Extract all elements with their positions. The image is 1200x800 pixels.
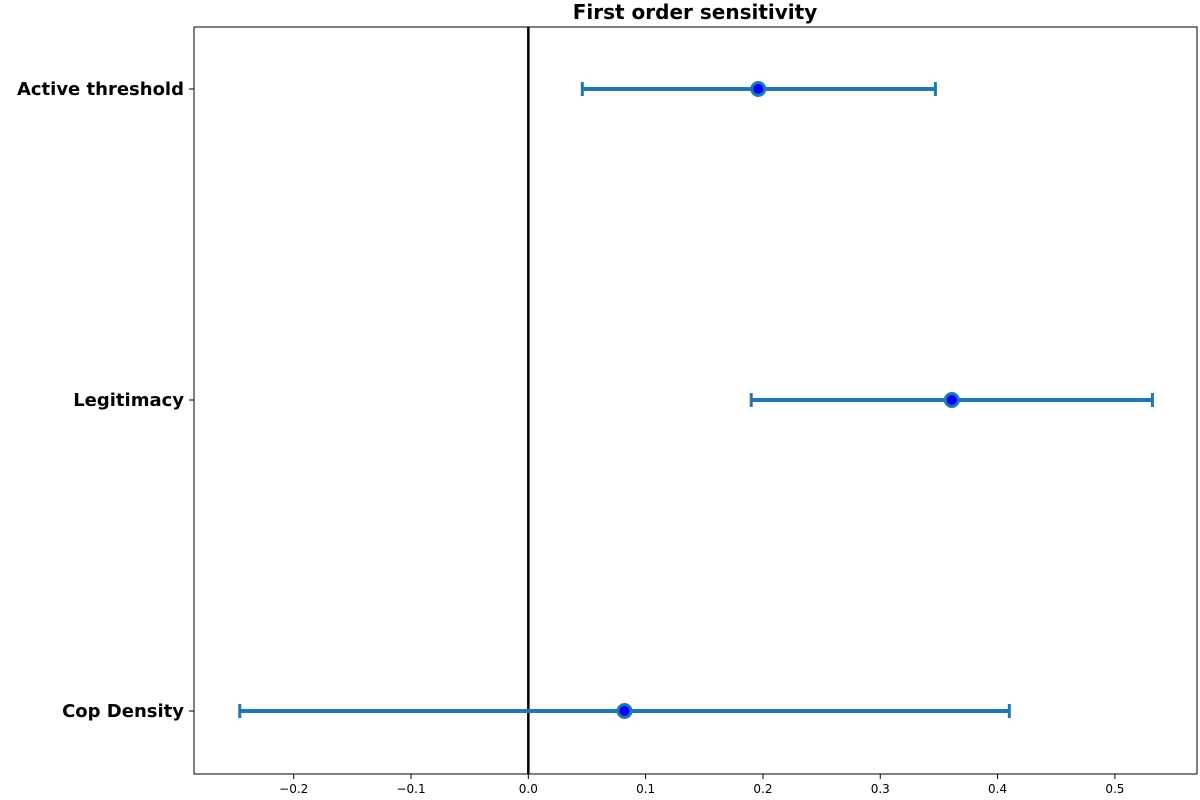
- errorbar-series: [238, 81, 1154, 719]
- x-tick-label: 0.3: [871, 782, 890, 796]
- x-tick-label: 0.0: [519, 782, 538, 796]
- chart-title: First order sensitivity: [573, 0, 818, 24]
- errorbar-item: [580, 81, 937, 97]
- x-tick-label: 0.2: [753, 782, 772, 796]
- x-tick-label: 0.4: [988, 782, 1007, 796]
- errorbar-item: [238, 703, 1011, 719]
- errorbar-item: [749, 392, 1154, 408]
- y-tick-label: Legitimacy: [73, 390, 184, 411]
- point-marker: [750, 81, 767, 97]
- x-tick-label: 0.1: [636, 782, 655, 796]
- point-marker: [616, 703, 633, 719]
- x-axis: −0.2 −0.1 0.0 0.1 0.2 0.3 0.4 0.5: [279, 774, 1124, 796]
- y-tick-label: Active threshold: [17, 79, 184, 100]
- y-axis: Active threshold Legitimacy Cop Density: [17, 79, 194, 722]
- x-tick-label: −0.2: [279, 782, 308, 796]
- x-tick-label: 0.5: [1105, 782, 1124, 796]
- y-tick-label: Cop Density: [62, 701, 184, 722]
- point-marker: [943, 392, 960, 408]
- x-tick-label: −0.1: [396, 782, 425, 796]
